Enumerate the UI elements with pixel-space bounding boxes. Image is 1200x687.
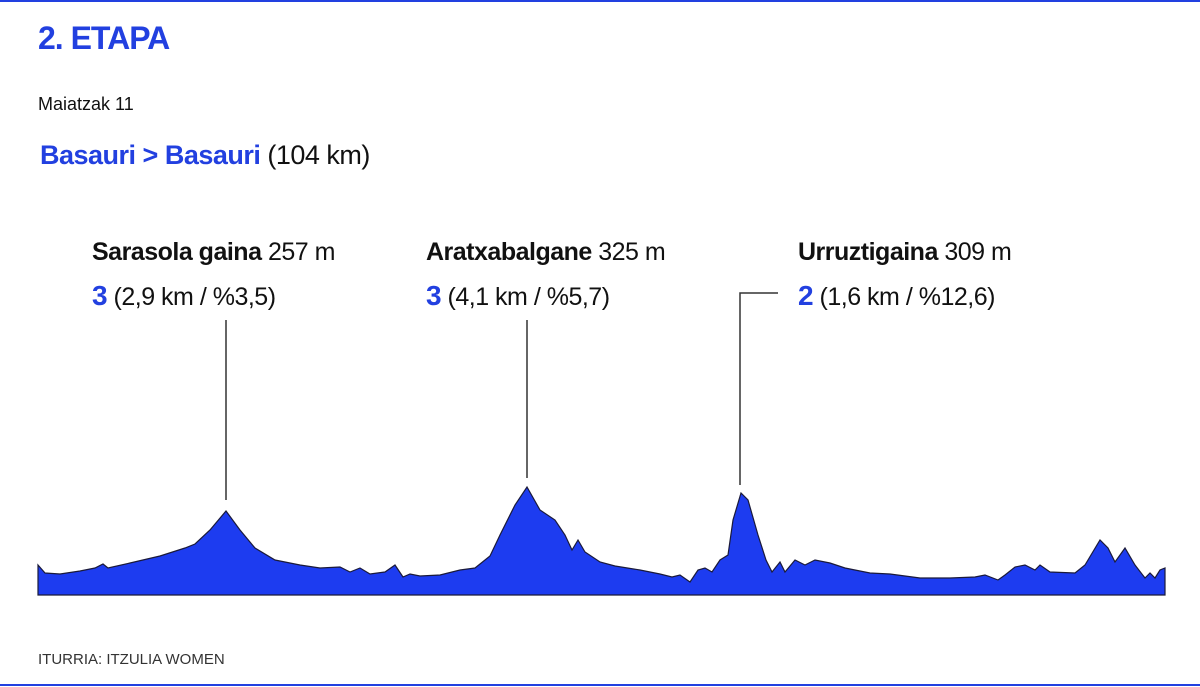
climb-label: Aratxabalgane 325 m 3 (4,1 km / %5,7) [426,230,666,319]
climb-label: Urruztigaina 309 m 2 (1,6 km / %12,6) [798,230,1012,319]
distance: (104 km) [267,140,370,170]
climb-details: (4,1 km / %5,7) [447,283,611,311]
climb-altitude: 257 m [267,238,335,266]
climb-category: 3 [92,280,108,311]
climb-label: Sarasola gaina 257 m 3 (2,9 km / %3,5) [92,230,335,319]
route: Basauri > Basauri (104 km) [40,140,370,171]
date: Maiatzak 11 [38,94,134,114]
climb-name: Aratxabalgane [426,238,592,266]
climb-details: (2,9 km / %3,5) [113,283,277,311]
title: 2. ETAPA [38,20,170,56]
climb-category: 3 [426,280,442,311]
climb-name: Urruztigaina [798,238,938,266]
route-name: Basauri > Basauri [40,140,261,170]
climb-name: Sarasola gaina [92,238,262,266]
leader-lines [225,292,778,500]
leader-line [739,292,778,485]
climb-altitude: 325 m [598,238,666,266]
climb-details: (1,6 km / %12,6) [819,283,996,311]
climb-category: 2 [798,280,814,311]
climb-altitude: 309 m [944,238,1012,266]
source: ITURRIA: ITZULIA WOMEN [38,651,225,668]
elevation-profile [37,485,1166,596]
